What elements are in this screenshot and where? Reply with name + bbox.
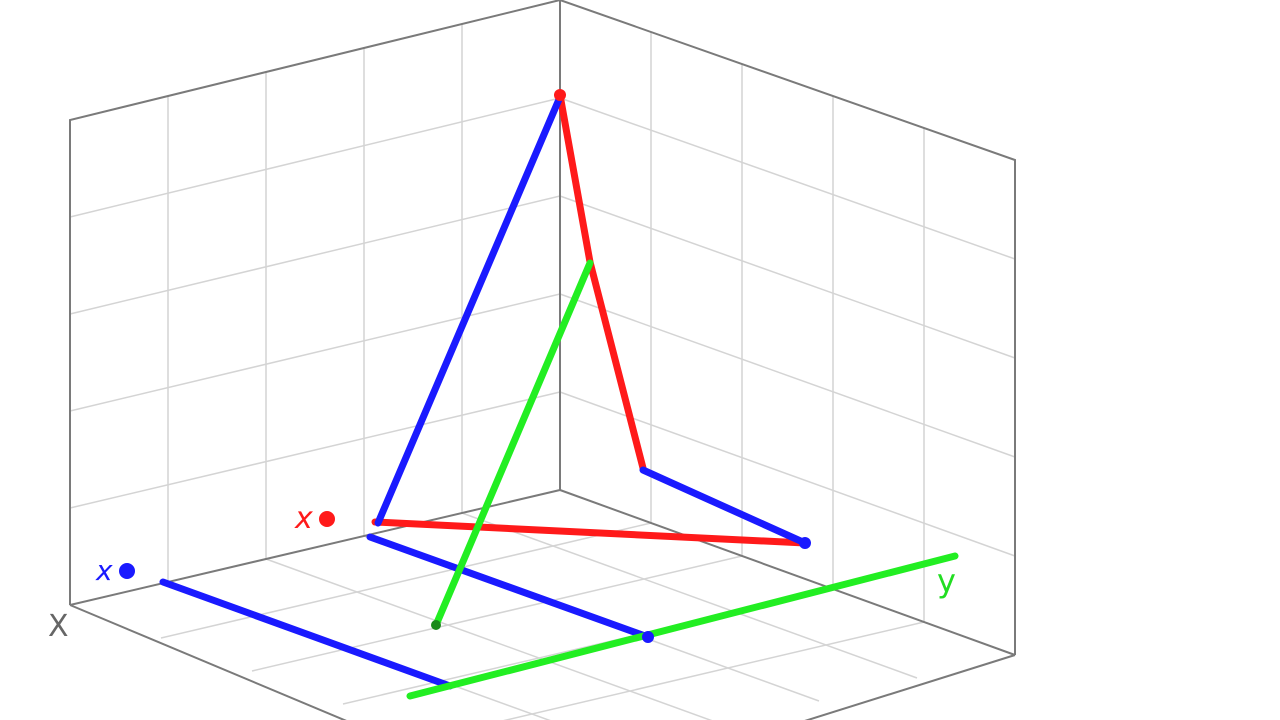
point-label: x: [95, 554, 113, 587]
green-segment: [406, 552, 959, 700]
grid-line: [69, 195, 561, 315]
frame-edge: [69, 489, 561, 606]
red-segment: [556, 91, 594, 266]
grid-line: [559, 293, 1016, 458]
grid-line: [160, 522, 652, 639]
red-segment: [586, 258, 647, 472]
red-segment: [371, 518, 809, 547]
label-dot: [119, 563, 135, 579]
axis-label: y: [937, 562, 956, 600]
grid-line: [503, 621, 925, 720]
blue-segment: [366, 533, 652, 641]
blue-segment: [159, 578, 454, 690]
point: [431, 620, 441, 630]
grid-line: [461, 512, 918, 679]
box-frame: [69, 0, 1016, 720]
label-dot: [319, 511, 335, 527]
frame-edge: [69, 0, 1016, 655]
point: [642, 631, 654, 643]
grid-line: [559, 97, 1016, 260]
axis-label: X: [48, 609, 69, 644]
point: [799, 537, 811, 549]
grid-line: [69, 391, 561, 509]
point-label: x: [294, 501, 313, 536]
green-segment: [432, 259, 594, 629]
grid-line: [265, 558, 713, 720]
frame-edge: [69, 604, 347, 720]
frame-edge: [559, 489, 1016, 656]
grid-line: [251, 555, 743, 672]
segments: [159, 89, 959, 700]
grid-line: [559, 391, 1016, 557]
grid-line: [559, 195, 1016, 359]
blue-segment: [639, 466, 809, 547]
grid-line: [69, 293, 561, 412]
point: [554, 89, 566, 101]
frame-edge: [804, 654, 1016, 720]
labels: x x X y: [48, 501, 956, 644]
blue-segment: [374, 93, 564, 527]
grid-line: [69, 97, 561, 218]
